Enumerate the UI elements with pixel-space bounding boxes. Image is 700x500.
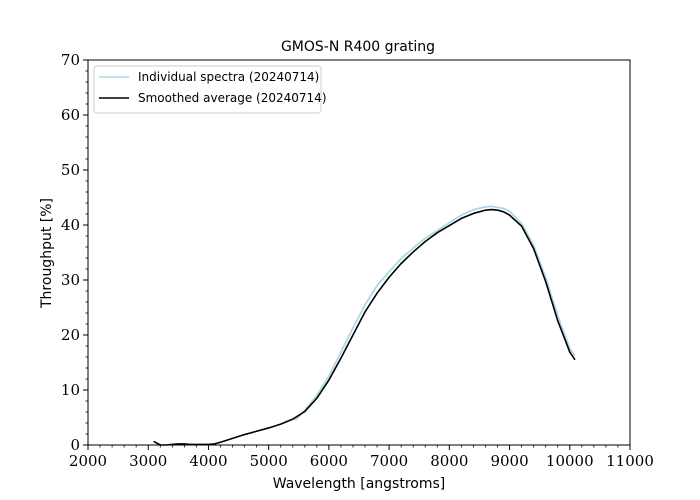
x-tick-label: 6000 (310, 452, 348, 470)
x-tick-label: 2000 (69, 452, 107, 470)
plot-area-frame (87, 59, 631, 446)
y-tick-label: 30 (61, 271, 80, 289)
x-tick-label: 5000 (250, 452, 288, 470)
legend: Individual spectra (20240714) Smoothed a… (93, 65, 327, 114)
y-tick-label: 0 (70, 436, 80, 454)
y-axis-label: Throughput [%] (39, 198, 55, 309)
chart-title: GMOS-N R400 grating (281, 39, 435, 55)
y-tick-label: 20 (61, 326, 80, 344)
x-axis-ticks: 2000 3000 4000 5000 6000 7000 8000 9000 10000 110… (69, 445, 654, 470)
legend-box (93, 65, 322, 114)
x-tick-label: 10000 (546, 452, 594, 470)
smoothed-average-line (153, 208, 576, 446)
y-tick-label: 40 (61, 216, 80, 234)
minor-ticks (85, 70, 619, 448)
y-tick-label: 50 (61, 161, 80, 179)
y-axis-ticks: 0 10 20 30 40 50 60 70 (61, 51, 88, 454)
y-tick-label: 10 (61, 381, 80, 399)
x-tick-label: 11000 (606, 452, 654, 470)
x-tick-label: 4000 (189, 452, 227, 470)
x-tick-label: 3000 (129, 452, 167, 470)
y-tick-label: 70 (61, 51, 80, 69)
x-tick-label: 7000 (370, 452, 408, 470)
x-tick-label: 9000 (490, 452, 528, 470)
x-tick-label: 8000 (430, 452, 468, 470)
legend-label-smoothed-average: Smoothed average (20240714) (138, 91, 327, 105)
legend-label-individual-spectra: Individual spectra (20240714) (138, 70, 319, 84)
y-tick-label: 60 (61, 106, 80, 124)
x-axis-label: Wavelength [angstroms] (273, 476, 446, 492)
individual-spectra-line (294, 205, 576, 421)
series-layer (153, 205, 576, 446)
